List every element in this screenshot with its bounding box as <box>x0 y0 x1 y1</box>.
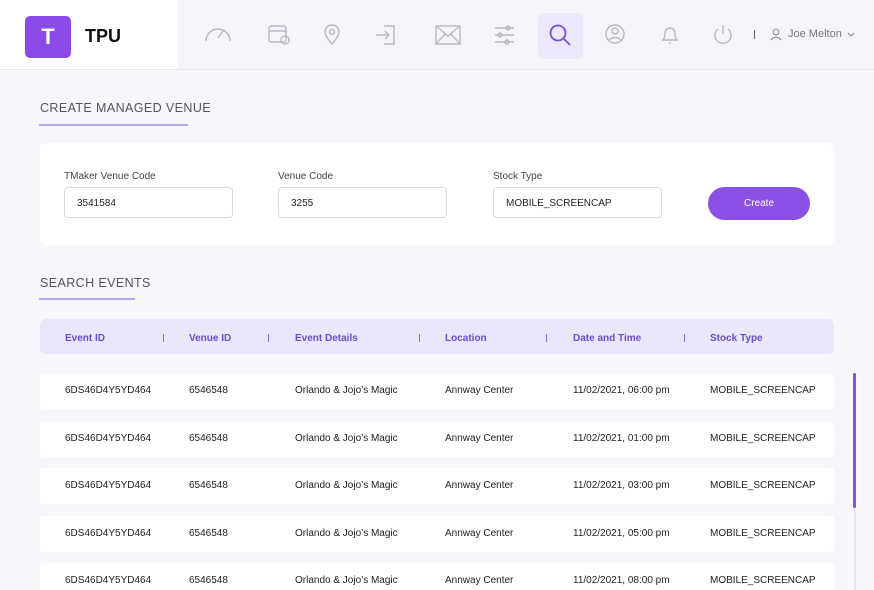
column-separator <box>684 334 685 342</box>
table-cell: Orlando & Jojo’s Magic <box>295 575 398 586</box>
select-input[interactable]: MOBILE_SCREENCAP <box>493 187 662 218</box>
table-row[interactable] <box>40 420 834 457</box>
table-cell: 11/02/2021, 06:00 pm <box>573 385 670 396</box>
table-cell: 11/02/2021, 03:00 pm <box>573 480 670 491</box>
table-cell: MOBILE_SCREENCAP <box>710 480 816 491</box>
text-input[interactable]: 3255 <box>278 187 447 218</box>
user-caret[interactable] <box>847 32 855 37</box>
section-title: CREATE MANAGED VENUE <box>40 101 211 115</box>
table-cell: MOBILE_SCREENCAP <box>710 575 816 586</box>
table-cell: Annway Center <box>445 575 514 586</box>
table-cell: Annway Center <box>445 432 514 444</box>
field-label: Venue Code <box>278 171 334 182</box>
table-cell: 6546548 <box>189 385 228 396</box>
column-header[interactable]: Stock Type <box>710 333 763 344</box>
column-header[interactable]: Date and Time <box>573 333 642 344</box>
logo[interactable]: T <box>25 16 71 58</box>
section-title: SEARCH EVENTS <box>40 276 151 290</box>
table-cell: 11/02/2021, 01:00 pm <box>573 432 670 444</box>
nav-dashboard[interactable] <box>205 28 231 42</box>
section-underline <box>39 298 135 300</box>
table-header <box>40 319 834 354</box>
user-name[interactable]: Joe Melton <box>788 28 842 40</box>
column-header[interactable]: Location <box>445 333 487 344</box>
table-cell: Orlando & Jojo’s Magic <box>295 432 398 444</box>
table-cell: MOBILE_SCREENCAP <box>710 432 816 444</box>
table-cell: Orlando & Jojo’s Magic <box>295 480 398 491</box>
nav-filters[interactable] <box>495 25 514 45</box>
table-cell: Annway Center <box>445 480 514 491</box>
table-cell: 11/02/2021, 08:00 pm <box>573 575 670 586</box>
table-cell: 6546548 <box>189 527 228 539</box>
column-header[interactable]: Venue ID <box>189 333 232 344</box>
text-input[interactable]: 3541584 <box>64 187 233 218</box>
create-button[interactable]: Create <box>708 187 810 220</box>
scroll-thumb[interactable] <box>853 373 856 508</box>
column-separator <box>163 334 164 342</box>
section-underline <box>39 124 188 126</box>
table-cell: Orlando & Jojo’s Magic <box>295 385 398 396</box>
table-cell: 6DS46D4Y5YD464 <box>65 575 152 586</box>
nav-calendar[interactable] <box>268 25 290 45</box>
column-header[interactable]: Event ID <box>65 333 106 344</box>
table-cell: MOBILE_SCREENCAP <box>710 385 816 396</box>
nav-search[interactable] <box>549 24 571 46</box>
nav-mail[interactable] <box>435 25 461 45</box>
table-row[interactable] <box>40 563 834 590</box>
table-cell: Annway Center <box>445 527 514 539</box>
table-cell: 6DS46D4Y5YD464 <box>65 385 152 396</box>
table-cell: Annway Center <box>445 385 514 396</box>
nav-power[interactable] <box>714 25 732 44</box>
column-separator <box>546 334 547 342</box>
nav-location[interactable] <box>324 24 340 46</box>
table-cell: 6DS46D4Y5YD464 <box>65 527 152 539</box>
table-cell: 6546548 <box>189 432 228 444</box>
nav-profile[interactable] <box>605 24 625 44</box>
field-label: Stock Type <box>493 171 543 182</box>
field-label: TMaker Venue Code <box>64 171 156 182</box>
nav-notifications[interactable] <box>661 27 679 44</box>
table-cell: MOBILE_SCREENCAP <box>710 527 816 539</box>
user-icon <box>770 28 782 41</box>
table-cell: 6546548 <box>189 575 228 586</box>
table-row[interactable] <box>40 373 834 409</box>
column-separator <box>419 334 420 342</box>
table-cell: 11/02/2021, 05:00 pm <box>573 527 670 539</box>
table-cell: Orlando & Jojo’s Magic <box>295 527 398 539</box>
nav-icons <box>205 24 855 46</box>
nav-login[interactable] <box>376 25 395 45</box>
table-row[interactable] <box>40 515 834 552</box>
active-nav <box>538 13 583 59</box>
table-cell: 6DS46D4Y5YD464 <box>65 432 152 444</box>
table-row[interactable] <box>40 468 834 504</box>
column-header[interactable]: Event Details <box>295 333 358 344</box>
table-cell: 6546548 <box>189 480 228 491</box>
table-cell: 6DS46D4Y5YD464 <box>65 480 152 491</box>
logo-text: TPU <box>85 26 121 46</box>
column-separator <box>268 334 269 342</box>
